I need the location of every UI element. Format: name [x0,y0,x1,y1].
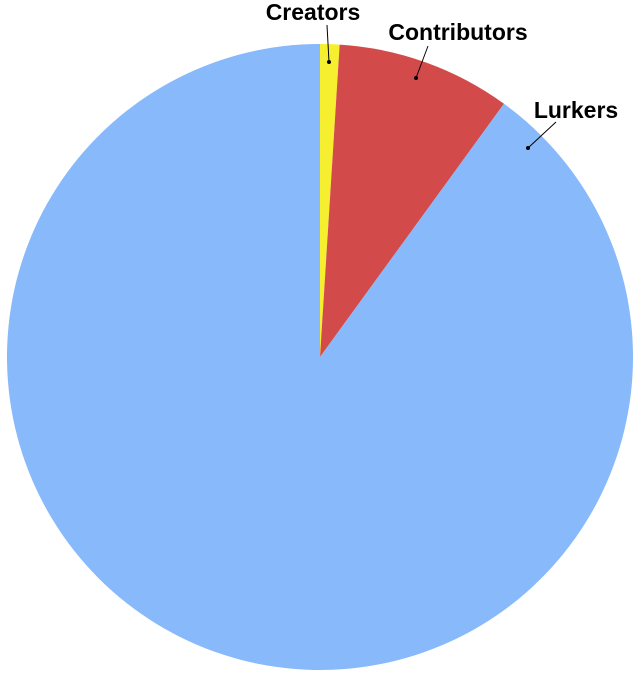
leader-line [415,45,429,79]
leader-dot [414,76,418,80]
leader-dot [526,146,530,150]
leader-line [326,24,330,63]
leader-dot [327,60,331,64]
leader-line [527,121,557,149]
pie-slice [6,44,633,671]
pie-slice [320,44,340,357]
pie-slice [320,44,504,357]
slice-label: Contributors [388,19,527,45]
slice-label: Creators [266,0,361,25]
slice-label: Lurkers [534,97,618,123]
